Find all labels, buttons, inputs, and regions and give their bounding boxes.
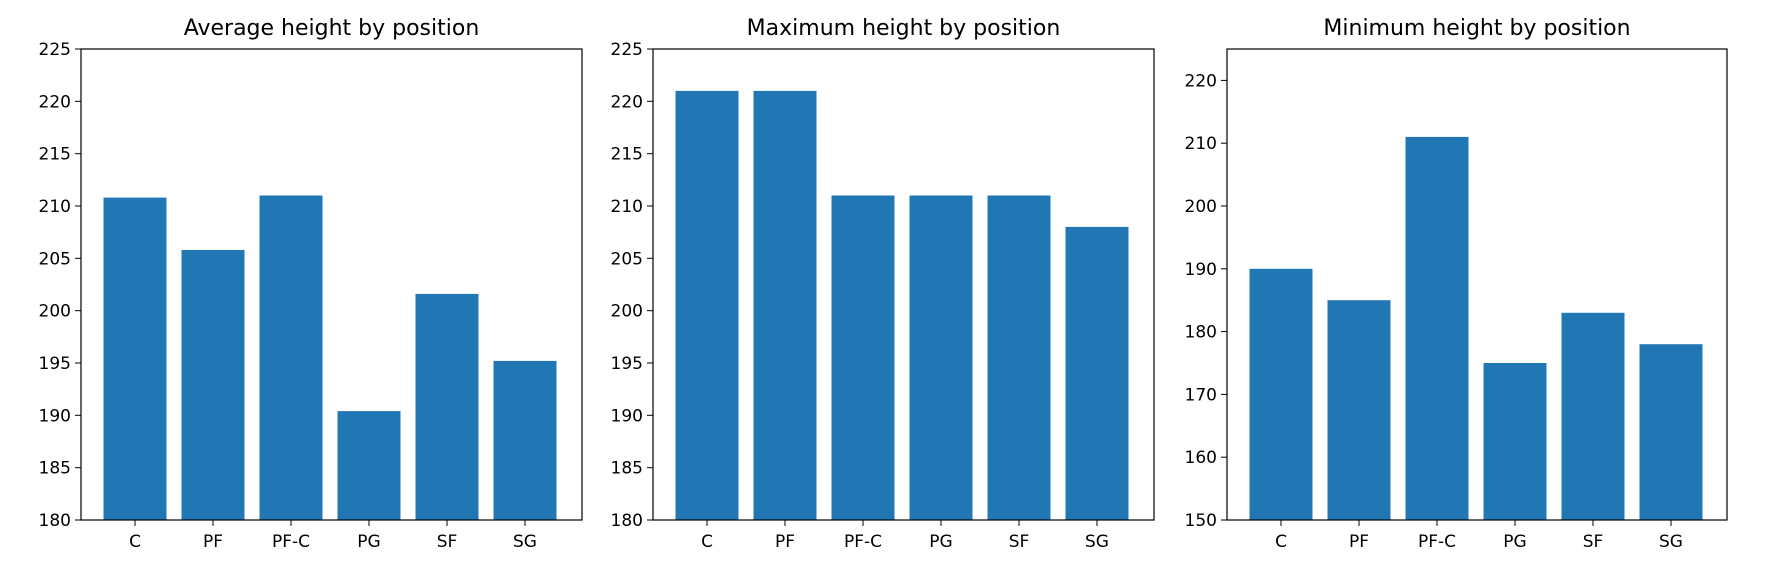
y-tick-label: 205 [39,249,71,269]
x-tick-label: PF [1349,532,1369,552]
chart-title: Minimum height by position [1323,16,1630,41]
x-tick-label: C [1275,532,1287,552]
bar-sg [493,360,557,520]
y-tick-label: 205 [611,249,643,269]
x-tick-label: SF [1583,532,1604,552]
x-tick-label: PG [1503,532,1526,552]
bar-sf [1561,312,1625,520]
bar-pf-c [259,195,323,520]
axes-frame [1226,48,1728,521]
chart-panel-1: 180 185 190 195 200 205 210 215 220 225 C PF PF-C PG S… [39,16,583,552]
y-tick-label: 220 [1185,71,1217,91]
y-tick-label: 160 [1185,448,1217,468]
y-tick-label: 200 [611,302,643,322]
y-tick-label: 170 [1185,385,1217,405]
y-tick-label: 225 [39,40,71,60]
y-tick-label: 220 [39,92,71,112]
bar-pf-c [1405,136,1469,520]
x-tick-label: SF [437,532,458,552]
x-tick-label: PF-C [844,532,882,552]
y-tick-label: 210 [39,197,71,217]
bar-pg [337,411,401,520]
x-tick-label: SG [1659,532,1683,552]
x-tick-label: C [129,532,141,552]
axes-frame [80,48,583,521]
x-tick-label: SG [1085,532,1109,552]
chart-panel-2: 180 185 190 195 200 205 210 215 220 225 C PF PF-C PG S… [611,16,1155,552]
y-tick-label: 210 [611,197,643,217]
y-tick-label: 180 [611,511,643,531]
bar-c [675,90,739,521]
y-tick-label: 190 [611,406,643,426]
axes-frame [652,48,1155,521]
x-tick-label: C [701,532,713,552]
x-tick-label: SG [513,532,537,552]
y-tick-label: 195 [39,354,71,374]
y-tick-label: 220 [611,92,643,112]
chart-panel-3: 150 160 170 180 190 200 210 220 C PF PF-C PG SF SG Min… [1185,16,1728,552]
bar-sf [415,293,479,520]
x-tick-label: PF-C [272,532,310,552]
bar-c [1249,268,1313,520]
x-tick-label: PG [929,532,952,552]
bar-sf [987,195,1051,520]
y-tick-label: 195 [611,354,643,374]
y-tick-label: 185 [611,459,643,479]
x-tick-label: PG [357,532,380,552]
bar-sg [1639,344,1703,520]
bar-pg [1483,363,1547,520]
y-tick-label: 215 [611,145,643,165]
y-tick-label: 150 [1185,511,1217,531]
y-tick-label: 225 [611,40,643,60]
chart-title: Maximum height by position [747,16,1061,41]
x-tick-label: SF [1009,532,1030,552]
bar-pf-c [831,195,895,520]
bar-pf [1327,300,1391,520]
y-tick-label: 190 [1185,260,1217,280]
y-tick-label: 180 [1185,323,1217,343]
y-tick-label: 180 [39,511,71,531]
x-tick-label: PF [775,532,795,552]
y-tick-label: 200 [39,302,71,322]
chart-title: Average height by position [184,16,480,41]
bar-c [103,197,167,520]
x-tick-label: PF [203,532,223,552]
y-tick-label: 200 [1185,197,1217,217]
bar-sg [1065,226,1129,520]
y-tick-label: 185 [39,459,71,479]
y-tick-label: 215 [39,145,71,165]
bar-pg [909,195,973,520]
x-tick-label: PF-C [1418,532,1456,552]
y-tick-label: 210 [1185,134,1217,154]
bar-pf [753,90,817,521]
y-tick-label: 190 [39,406,71,426]
bar-pf [181,250,245,520]
